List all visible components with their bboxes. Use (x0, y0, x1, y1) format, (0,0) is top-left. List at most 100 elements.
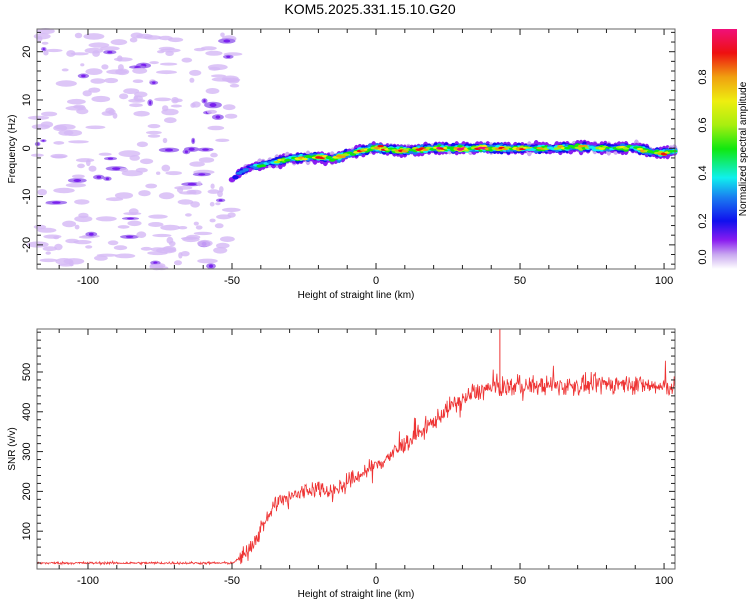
noise-blob (100, 46, 120, 51)
noise-blob (74, 224, 80, 230)
noise-blob-core (223, 39, 231, 43)
noise-blob (119, 93, 129, 100)
noise-blob (156, 171, 161, 175)
trace-cell (574, 146, 581, 149)
noise-blob (132, 79, 144, 83)
noise-blob (54, 124, 76, 130)
noise-blob (51, 155, 67, 159)
y-tick-label: 400 (21, 403, 33, 421)
noise-blob (210, 152, 218, 158)
noise-blob (83, 33, 105, 40)
noise-blob (98, 152, 112, 156)
noise-blob (198, 157, 215, 163)
noise-blob (88, 87, 101, 93)
noise-blob (114, 192, 134, 199)
noise-blob (112, 112, 118, 119)
noise-blob (211, 77, 233, 82)
noise-blob-core (81, 74, 86, 78)
noise-blob (152, 233, 172, 238)
x-tick-label: 0 (373, 275, 379, 287)
noise-blob (39, 258, 58, 263)
noise-blob (222, 104, 236, 111)
noise-blob (133, 110, 150, 117)
noise-blob (54, 243, 63, 251)
noise-blob (84, 47, 104, 54)
noise-blob (215, 202, 221, 206)
noise-blob-core (88, 232, 94, 236)
y-tick-label: 500 (21, 363, 33, 381)
noise-blob (128, 208, 139, 215)
noise-blob (186, 189, 197, 195)
noise-blob (147, 134, 161, 138)
y-tick-label: 100 (21, 522, 33, 540)
noise-blob (88, 165, 97, 172)
noise-blob (90, 78, 106, 84)
noise-blob-core (107, 157, 114, 160)
noise-blob-core (209, 103, 217, 107)
noise-blob-core (52, 201, 61, 204)
noise-blob (129, 37, 138, 43)
noise-blob (165, 50, 174, 57)
noise-blob (133, 95, 143, 102)
noise-blob (77, 163, 85, 169)
noise-blob (33, 33, 51, 40)
noise-blob (174, 186, 193, 190)
noise-blob (197, 258, 218, 264)
noise-blob (221, 207, 241, 212)
trace-cell (387, 147, 395, 150)
figure-title: KOM5.2025.331.15.10.G20 (284, 1, 455, 17)
trace-cell (339, 155, 346, 159)
noise-blob-core (42, 47, 45, 51)
trace-cell (636, 147, 644, 151)
noise-blob (147, 251, 168, 256)
noise-blob (85, 245, 93, 249)
noise-blob (91, 95, 111, 103)
noise-blob (143, 35, 162, 40)
noise-blob (149, 61, 159, 65)
noise-blob (170, 104, 183, 108)
noise-blob (45, 251, 51, 255)
y-tick-label: 10 (21, 94, 33, 106)
noise-blob (206, 109, 217, 114)
noise-blob (147, 124, 161, 129)
noise-blob (189, 161, 205, 167)
noise-blob (82, 90, 92, 97)
x-tick-label: -50 (224, 275, 240, 287)
noise-blob (209, 218, 216, 223)
noise-blob (159, 62, 178, 66)
noise-blob (110, 39, 128, 46)
noise-blob (85, 68, 103, 75)
snr-line (36, 360, 676, 566)
noise-blob (86, 159, 91, 167)
noise-blob-core (127, 217, 134, 220)
noise-blob (164, 117, 177, 124)
noise-blob (216, 214, 232, 220)
noise-blob (146, 130, 162, 135)
trace-cell (235, 172, 243, 175)
noise-blob (205, 88, 220, 94)
noise-blob (197, 181, 202, 187)
snr-ylabel: SNR (v/v) (7, 427, 18, 470)
noise-blob-core (164, 148, 174, 152)
noise-blob (145, 183, 158, 189)
colorbar-tick-label: 0.4 (697, 165, 709, 180)
noise-blob (207, 125, 225, 131)
noise-blob (45, 48, 63, 53)
noise-blob (200, 46, 217, 51)
noise-blob-core (198, 173, 206, 176)
noise-blob (177, 226, 188, 230)
noise-blob (37, 227, 57, 233)
noise-blob (158, 192, 175, 200)
noise-blob (229, 83, 240, 88)
noise-blob (180, 251, 190, 257)
spectrogram-frame (36, 28, 676, 270)
noise-blob (113, 245, 128, 251)
x-tick-label: 50 (514, 275, 526, 287)
noise-blob (136, 141, 148, 148)
noise-blob (207, 189, 220, 194)
noise-blob (156, 70, 177, 75)
x-tick-label: 50 (514, 575, 526, 587)
noise-blob-core (42, 139, 45, 142)
x-tick-label: -50 (224, 575, 240, 587)
